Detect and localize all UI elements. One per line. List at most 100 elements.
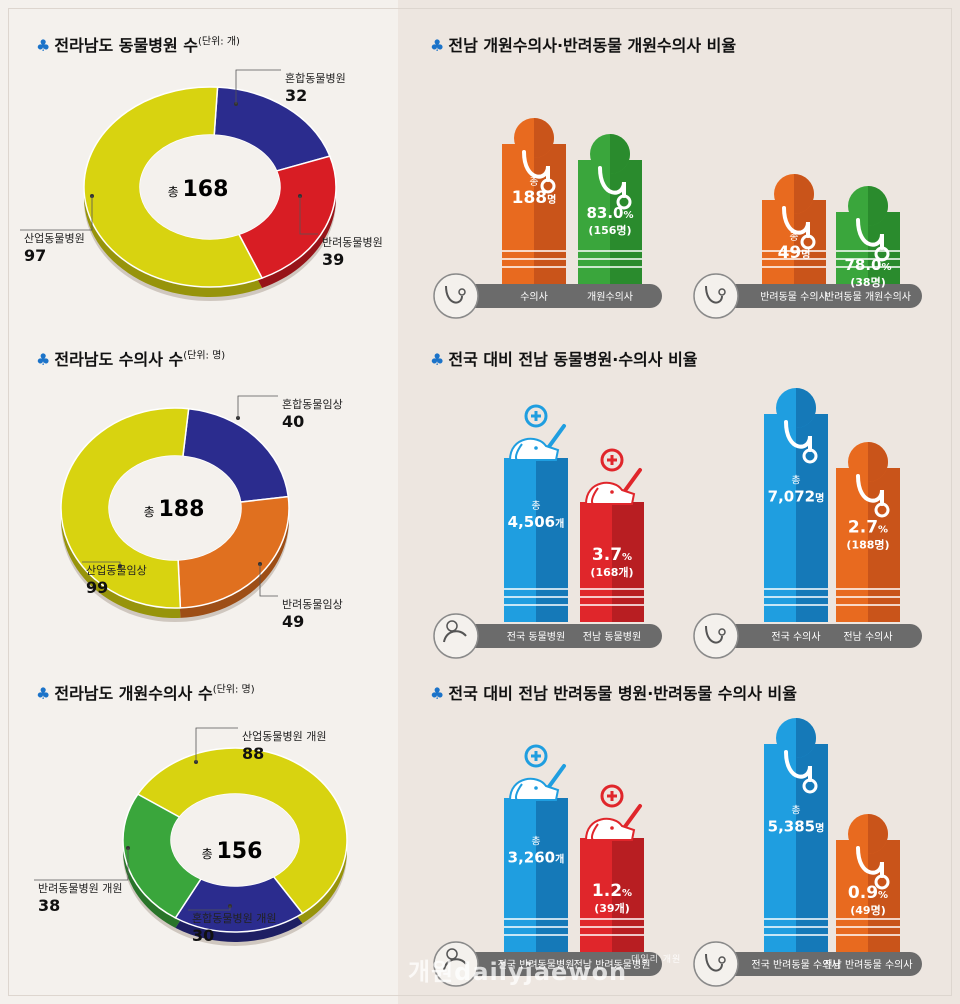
bar-value-prefix: 총 xyxy=(531,500,540,512)
bar-value-number: 4,506 xyxy=(508,513,555,531)
bar-sub-value: (39개) xyxy=(594,901,629,915)
label-leader xyxy=(235,69,281,104)
bar-shade xyxy=(868,840,900,952)
bar-sub-value: (168개) xyxy=(590,565,633,579)
slice-value: 49 xyxy=(282,612,304,631)
medical-cross-icon xyxy=(524,744,548,768)
bar-value-suffix: % xyxy=(878,525,888,536)
bar-stripe xyxy=(578,250,642,252)
bar-value-suffix: 개 xyxy=(555,517,564,530)
clover-icon: ♣ xyxy=(430,684,445,703)
bar-value: 78.0% xyxy=(844,256,891,274)
bar-stripe xyxy=(764,588,828,590)
bar-stripe xyxy=(762,250,826,252)
slice-value: 30 xyxy=(192,926,214,945)
bar-sub-value: (188명) xyxy=(846,538,889,552)
bar-value-prefix: 총 xyxy=(791,804,800,816)
watermark: 개원dailyjaewon 데일리 개원 xyxy=(408,955,682,986)
bar-stripe xyxy=(836,934,900,936)
bar-value-suffix: 명 xyxy=(547,193,556,206)
bar-stripe xyxy=(836,258,900,260)
track-badge xyxy=(693,941,739,987)
bar-title-national-ratio: ♣ 전국 대비 전남 동물병원·수의사 비율 xyxy=(430,350,698,369)
bar-stripe xyxy=(504,926,568,928)
bar-stripe xyxy=(502,258,566,260)
bar-category-label: 전남 동물병원 xyxy=(583,631,641,643)
bar-value-number: 188 xyxy=(512,188,548,208)
donut-total-value: 188 xyxy=(158,497,204,522)
stethoscope-head-shade xyxy=(868,814,888,854)
bar-value-prefix: 총 xyxy=(531,836,540,848)
bar-value-suffix: % xyxy=(622,888,632,899)
medical-cross-mark xyxy=(531,751,541,761)
bar-stripe xyxy=(836,604,900,606)
donut-total-value: 168 xyxy=(182,177,228,202)
donut-total-label: 총 xyxy=(202,847,217,861)
bar-stripe xyxy=(836,918,900,920)
stethoscope-outline-chest xyxy=(458,288,466,296)
bar-value: 49명 xyxy=(778,243,811,263)
bar-shade xyxy=(536,458,568,622)
stethoscope-chest xyxy=(874,874,890,890)
dog-eye xyxy=(534,786,538,790)
clover-icon: ♣ xyxy=(36,684,51,703)
bar-value-prefix: 총 xyxy=(791,474,800,486)
bar-shade xyxy=(534,144,566,284)
slice-value: 99 xyxy=(86,578,108,597)
slice-label: 반려동물임상 xyxy=(282,598,343,611)
bar-stripe xyxy=(502,266,566,268)
slice-label: 반려동물병원 개원 xyxy=(38,882,122,895)
bar-value-number: 5,385 xyxy=(768,817,815,835)
bar-value: 3.7% xyxy=(592,545,632,565)
donut-total-value: 156 xyxy=(216,839,262,864)
bar-stripe xyxy=(504,588,568,590)
syringe-icon xyxy=(546,424,566,450)
bar-value-suffix: % xyxy=(622,552,632,563)
label-track xyxy=(440,624,662,648)
stethoscope-head-shade xyxy=(794,174,814,214)
stethoscope-chest xyxy=(874,502,890,518)
bar-category-label: 수의사 xyxy=(520,291,548,303)
label-track xyxy=(700,952,922,976)
bar-stripe xyxy=(764,934,828,936)
stethoscope-head-shade xyxy=(610,134,630,174)
track-badge xyxy=(433,613,479,659)
stethoscope-tube xyxy=(522,150,550,182)
bar-stripe xyxy=(580,918,644,920)
stethoscope-outline-chest xyxy=(718,956,726,964)
bar-stripe xyxy=(764,926,828,928)
bar-stripe xyxy=(836,266,900,268)
bar-value-number: 3.7 xyxy=(592,545,622,565)
label-leader xyxy=(34,848,129,881)
stethoscope-outline-chest xyxy=(718,288,726,296)
bar-shade xyxy=(536,798,568,952)
bar-value-suffix: 명 xyxy=(815,491,824,504)
medical-cross-mark xyxy=(607,791,617,801)
donut-total: 총 188 xyxy=(144,497,205,522)
donut-hole xyxy=(171,794,299,886)
medical-cross-mark xyxy=(607,455,617,465)
bar-value: 1.2% xyxy=(592,881,632,901)
syringe-icon xyxy=(622,804,642,830)
stethoscope-tube xyxy=(598,166,626,198)
bar-category-label: 전남 수의사 xyxy=(843,631,892,643)
stethoscope-outline-icon xyxy=(705,285,723,304)
track-badge xyxy=(433,941,479,987)
label-leader xyxy=(299,196,318,235)
bar-value: 7,072명 xyxy=(768,487,825,505)
bar-value-suffix: % xyxy=(878,890,888,901)
bar-value-suffix: 개 xyxy=(555,853,564,866)
slice-label: 혼합동물병원 개원 xyxy=(192,912,276,925)
bar-category-label: 전남 반려동물병원 xyxy=(574,959,651,971)
cross-outline-icon xyxy=(446,948,458,960)
stethoscope-chest xyxy=(874,246,890,262)
bar-value-suffix: % xyxy=(881,262,891,273)
label-leader xyxy=(259,564,278,597)
cross-outline-icon xyxy=(446,620,458,632)
